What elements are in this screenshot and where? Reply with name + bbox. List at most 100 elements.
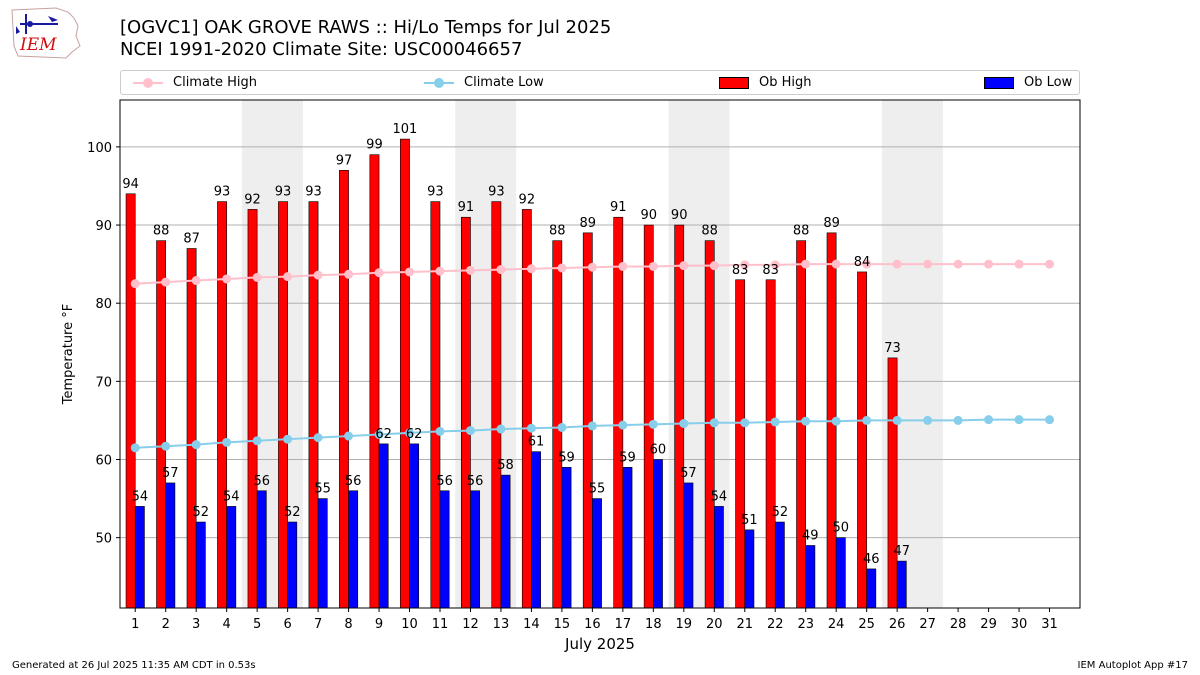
label-ob-high-day-16: 89 xyxy=(580,216,597,231)
point-climate-high-day-25 xyxy=(862,259,872,269)
bar-ob-low-day-25 xyxy=(866,568,877,609)
label-ob-high-day-14: 92 xyxy=(519,192,536,207)
label-ob-high-day-21: 83 xyxy=(732,263,749,278)
point-climate-high-day-19 xyxy=(679,261,689,271)
legend-item-ob-high: Ob High xyxy=(719,71,812,94)
point-climate-low-day-30 xyxy=(1014,415,1024,425)
bar-ob-high-day-19 xyxy=(674,224,685,609)
bar-ob-low-day-16 xyxy=(592,498,602,609)
bar-ob-low-day-6 xyxy=(287,521,298,609)
label-ob-low-day-21: 51 xyxy=(741,513,758,528)
point-climate-high-day-23 xyxy=(801,259,811,269)
bar-ob-high-day-18 xyxy=(643,224,654,609)
chart-legend: Climate High Climate Low Ob High Ob Low xyxy=(120,70,1080,95)
label-ob-high-day-25: 84 xyxy=(854,255,871,270)
x-tick-label-17: 17 xyxy=(615,617,632,632)
x-axis-label: July 2025 xyxy=(564,635,635,653)
label-ob-low-day-6: 52 xyxy=(284,505,301,520)
label-ob-high-day-10: 101 xyxy=(393,122,418,137)
point-climate-low-day-9 xyxy=(374,429,384,439)
legend-label-ob-high: Ob High xyxy=(759,75,812,90)
x-tick-label-1: 1 xyxy=(131,617,139,632)
bar-ob-high-day-6 xyxy=(278,201,288,609)
label-ob-high-day-23: 88 xyxy=(793,224,810,239)
bar-ob-high-day-16 xyxy=(582,232,593,609)
x-tick-label-5: 5 xyxy=(253,617,261,632)
point-climate-low-day-28 xyxy=(953,415,963,425)
label-ob-high-day-22: 83 xyxy=(762,263,779,278)
point-climate-low-day-29 xyxy=(984,415,994,425)
bar-ob-low-day-1 xyxy=(134,506,145,609)
label-ob-low-day-26: 47 xyxy=(893,544,910,559)
label-ob-low-day-13: 58 xyxy=(497,458,514,473)
bar-ob-high-day-3 xyxy=(186,248,197,609)
legend-label-climate-low: Climate Low xyxy=(464,75,544,90)
label-ob-high-day-1: 94 xyxy=(122,177,139,192)
label-ob-low-day-8: 56 xyxy=(345,474,362,489)
label-ob-low-day-17: 59 xyxy=(619,450,636,465)
legend-label-ob-low: Ob Low xyxy=(1024,75,1073,90)
bar-ob-low-day-24 xyxy=(835,537,846,609)
bar-ob-low-day-19 xyxy=(683,482,694,609)
bar-ob-low-day-2 xyxy=(165,482,176,609)
point-climate-low-day-14 xyxy=(526,423,536,433)
point-climate-high-day-11 xyxy=(435,266,445,276)
point-climate-low-day-18 xyxy=(648,419,658,429)
point-climate-high-day-15 xyxy=(557,263,567,273)
y-tick-label-60: 60 xyxy=(95,454,112,469)
label-ob-low-day-25: 46 xyxy=(863,552,880,567)
legend-item-climate-low: Climate Low xyxy=(424,71,544,94)
point-climate-low-day-27 xyxy=(923,415,933,425)
point-climate-low-day-15 xyxy=(557,422,567,432)
label-ob-low-day-22: 52 xyxy=(772,505,789,520)
label-ob-low-day-1: 54 xyxy=(132,489,149,504)
label-ob-high-day-19: 90 xyxy=(671,208,688,223)
y-tick-label-80: 80 xyxy=(95,297,112,312)
point-climate-high-day-17 xyxy=(618,261,628,271)
bar-ob-low-day-21 xyxy=(744,529,755,609)
bar-ob-low-day-14 xyxy=(531,451,541,609)
bar-ob-high-day-12 xyxy=(460,216,471,609)
x-tick-label-8: 8 xyxy=(344,617,352,632)
label-ob-low-day-15: 59 xyxy=(558,450,575,465)
legend-swatch-climate-low xyxy=(424,77,454,88)
x-tick-label-31: 31 xyxy=(1041,617,1058,632)
bar-ob-low-day-9 xyxy=(378,443,389,609)
legend-item-ob-low: Ob Low xyxy=(984,71,1072,94)
point-climate-low-day-19 xyxy=(679,419,689,429)
point-climate-low-day-4 xyxy=(222,437,232,447)
label-ob-low-day-4: 54 xyxy=(223,489,240,504)
point-climate-low-day-1 xyxy=(130,443,140,453)
point-climate-high-day-18 xyxy=(648,261,658,271)
x-tick-label-3: 3 xyxy=(192,617,200,632)
bar-ob-low-day-5 xyxy=(256,490,267,609)
bar-ob-low-day-15 xyxy=(561,467,572,609)
bar-ob-low-day-18 xyxy=(653,459,663,609)
x-tick-label-4: 4 xyxy=(223,617,231,632)
point-climate-high-day-2 xyxy=(161,277,171,287)
bar-ob-high-day-4 xyxy=(217,201,227,609)
point-climate-high-day-27 xyxy=(923,259,933,269)
point-climate-low-day-5 xyxy=(252,436,262,446)
svg-text:IEM: IEM xyxy=(19,35,57,55)
bar-ob-low-day-22 xyxy=(774,521,785,609)
y-tick-label-50: 50 xyxy=(95,532,112,547)
x-tick-label-2: 2 xyxy=(162,617,170,632)
bar-ob-high-day-1 xyxy=(125,193,136,609)
bar-ob-high-day-9 xyxy=(369,154,380,609)
legend-label-climate-high: Climate High xyxy=(173,75,258,90)
label-ob-high-day-12: 91 xyxy=(458,200,475,215)
x-tick-label-14: 14 xyxy=(523,617,540,632)
label-ob-high-day-15: 88 xyxy=(549,224,566,239)
point-climate-high-day-12 xyxy=(465,265,475,275)
legend-swatch-ob-low xyxy=(984,76,1014,89)
bar-ob-low-day-13 xyxy=(500,474,511,609)
x-tick-label-21: 21 xyxy=(736,617,753,632)
plot-frame xyxy=(119,99,1081,609)
bar-ob-low-day-10 xyxy=(409,443,420,609)
point-climate-low-day-3 xyxy=(191,440,201,450)
bar-ob-low-day-8 xyxy=(348,490,359,609)
label-ob-high-day-9: 99 xyxy=(366,138,383,153)
label-ob-high-day-6: 93 xyxy=(275,185,292,200)
label-ob-low-day-12: 56 xyxy=(467,474,484,489)
